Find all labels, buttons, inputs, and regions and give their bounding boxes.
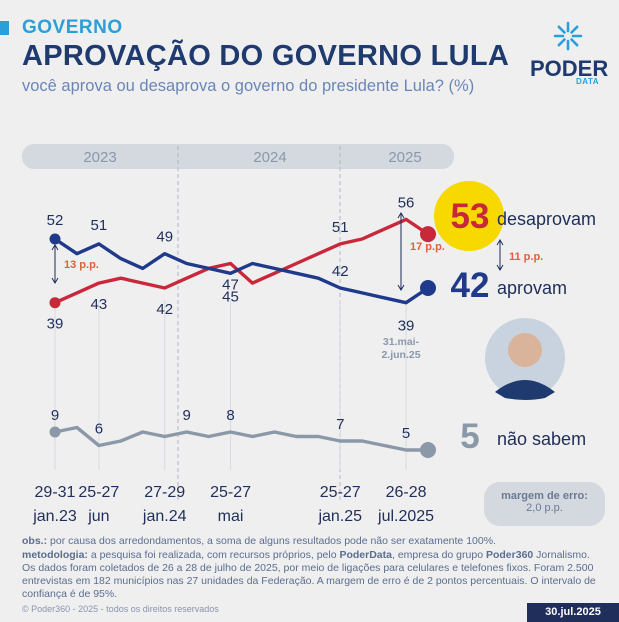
x-label-top-2: 27-29	[144, 484, 185, 501]
data-label-2-5: 5	[402, 425, 410, 442]
poderdata-logo-icon	[553, 21, 583, 51]
year-band	[22, 144, 454, 169]
method-label: metodologia:	[22, 549, 88, 561]
series-end-point-1	[420, 280, 436, 296]
method-text-3: Jornalismo. Os dados foram coletados de …	[22, 549, 596, 600]
peak-date-1: 31.mai-	[383, 336, 420, 348]
margin-label: margem de erro:	[501, 490, 588, 502]
method-bold-1: PoderData	[339, 549, 392, 561]
x-label-bottom-3: mai	[218, 508, 244, 525]
gap-arrow-start-head-top	[51, 244, 59, 251]
x-label-bottom-5: jul.2025	[377, 508, 434, 525]
data-label-1-0: 52	[47, 212, 64, 229]
publication-date-badge: 30.jul.2025	[527, 603, 619, 622]
data-label-0-2: 42	[156, 301, 173, 318]
data-label-2-3: 8	[226, 407, 234, 424]
x-label-bottom-0: jan.23	[32, 508, 77, 525]
peak-date-2: 2.jun.25	[381, 349, 420, 361]
obs-label: obs.:	[22, 535, 48, 547]
data-label-2-1: 6	[95, 421, 103, 438]
series-end-point-0	[420, 226, 436, 243]
data-label-0-0: 39	[47, 316, 64, 333]
methodology-note: metodologia: a pesquisa foi realizada, c…	[22, 549, 602, 601]
x-label-bottom-2: jan.24	[142, 508, 187, 525]
gap-arrow-peak-head-top	[397, 212, 405, 219]
x-label-bottom-1: jun	[87, 508, 109, 525]
section-label: GOVERNO	[22, 17, 123, 38]
logo-subtext: DATA	[576, 77, 600, 86]
x-label-top-3: 25-27	[210, 484, 251, 501]
series-line-1	[54, 237, 429, 305]
year-label-2023: 2023	[83, 149, 116, 166]
data-label-2-4: 7	[336, 416, 344, 433]
data-label-1-1: 51	[91, 217, 108, 234]
obs-text: por causa dos arredondamentos, a soma de…	[47, 535, 496, 547]
data-label-2-2: 9	[182, 407, 190, 424]
portrait-face	[508, 333, 542, 367]
gap-arrow-end-head-top	[496, 239, 504, 246]
final-value-0: 53	[451, 197, 490, 236]
data-label-0-5: 56	[398, 194, 415, 211]
final-value-1: 42	[451, 266, 490, 305]
data-label-1-5: 39	[398, 318, 415, 335]
margin-of-error-box: margem de erro: 2,0 p.p.	[484, 482, 605, 526]
x-label-top-0: 29-31	[35, 484, 76, 501]
gap-label-start: 13 p.p.	[64, 259, 99, 271]
series-start-point-1	[49, 233, 61, 245]
observation-note: obs.: por causa dos arredondamentos, a s…	[22, 535, 496, 547]
gap-label-end: 11 p.p.	[509, 251, 543, 263]
logo-text: PODER	[530, 56, 609, 81]
portrait-shoulders	[495, 380, 555, 400]
data-label-2-0: 9	[51, 407, 59, 424]
data-label-1-3: 45	[222, 288, 239, 305]
final-value-2: 5	[460, 417, 479, 456]
year-label-2024: 2024	[253, 149, 286, 166]
margin-value: 2,0 p.p.	[526, 502, 563, 514]
copyright: © Poder360 - 2025 - todos os direitos re…	[22, 604, 219, 614]
chart-subtitle: você aprova ou desaprova o governo do pr…	[22, 77, 475, 95]
series-start-point-0	[49, 297, 61, 309]
data-label-0-1: 43	[91, 296, 108, 313]
data-label-0-4: 51	[332, 219, 349, 236]
data-label-1-2: 49	[156, 229, 173, 246]
series-start-point-2	[49, 426, 61, 438]
highlight-circle	[434, 181, 504, 251]
approval-line-chart: 2023 2024 2025 39 43 42 47 51 56 52 51 49 45 42 39 9 6 9 8…	[22, 144, 596, 525]
section-marker	[0, 21, 9, 35]
series-line-0	[54, 217, 429, 305]
x-label-top-5: 26-28	[386, 484, 427, 501]
x-label-top-1: 25-27	[78, 484, 119, 501]
gap-arrow-peak-head-bottom	[397, 284, 405, 291]
series-line-2	[54, 425, 428, 452]
gap-arrow-start-head-bottom	[51, 277, 59, 284]
method-bold-2: Poder360	[485, 549, 534, 561]
x-label-bottom-4: jan.25	[317, 508, 362, 525]
x-label-top-4: 25-27	[320, 484, 361, 501]
data-label-0-3: 47	[222, 277, 239, 294]
year-label-2025: 2025	[388, 149, 421, 166]
chart-title: APROVAÇÃO DO GOVERNO LULA	[22, 40, 510, 72]
data-label-1-4: 42	[332, 263, 349, 280]
series-name-2: não sabem	[497, 429, 586, 449]
gap-label-peak: 17 p.p.	[410, 241, 445, 253]
series-end-point-2	[420, 442, 436, 458]
gap-arrow-end-head-bottom	[496, 264, 504, 271]
method-text-1: a pesquisa foi realizada, com recursos p…	[87, 549, 340, 561]
series-name-0: desaprovam	[497, 209, 596, 229]
method-text-2: , empresa do grupo	[391, 549, 486, 561]
series-name-1: aprovam	[497, 278, 567, 298]
